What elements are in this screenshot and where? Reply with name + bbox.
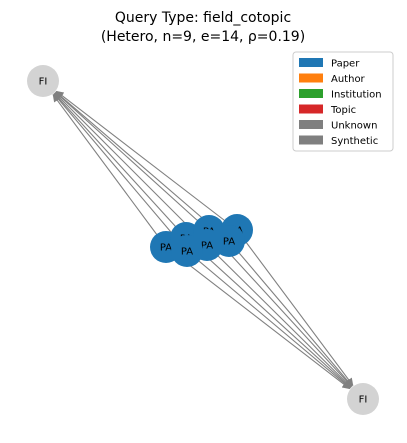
legend-swatch-synthetic [299, 135, 323, 145]
edge-pa1-to-fi_bottom [165, 246, 351, 390]
edge-pa1-to-fi_top [52, 94, 167, 248]
edges-layer [52, 90, 354, 390]
legend-swatch-paper [299, 58, 323, 67]
node-label-fi_top: FI [39, 77, 48, 88]
edge-pa7-to-fi_bottom [186, 250, 351, 389]
node-label-pa6: PA [201, 241, 213, 252]
node-circle-fi_bottom [347, 383, 379, 415]
node-circle-pa7 [171, 235, 203, 267]
legend-label-institution: Institution [331, 90, 382, 101]
node-label-pa5: PA [223, 237, 235, 248]
edge-pa6-to-fi_bottom [206, 244, 352, 388]
legend-swatch-institution [299, 89, 323, 98]
edge-pa2-to-fi_top [53, 92, 187, 239]
figure-title-line1: Query Type: field_cotopic [115, 10, 291, 26]
legend-label-author: Author [331, 74, 366, 85]
node-pa7: PA [171, 235, 203, 267]
nodes-layer: FIFIPAPAPAPAPAPAPA [27, 65, 379, 415]
edge-pa6-to-fi_top [54, 92, 208, 246]
node-label-pa7: PA [181, 247, 193, 258]
legend-label-topic: Topic [330, 105, 356, 116]
edge-pa4-to-fi_bottom [236, 229, 354, 386]
edge-pa7-to-fi_top [53, 93, 188, 252]
edge-pa4-to-fi_top [55, 90, 238, 231]
edge-pa5-to-fi_top [55, 91, 230, 242]
legend-label-synthetic: Synthetic [331, 136, 378, 147]
legend-swatch-author [299, 73, 323, 83]
edge-pa2-to-fi_bottom [185, 237, 351, 389]
edge-pa5-to-fi_bottom [228, 240, 353, 387]
legend-label-paper: Paper [331, 59, 360, 70]
legend-swatch-unknown [299, 120, 323, 129]
figure-title-line2: (Hetero, n=9, e=14, ρ=0.19) [101, 29, 305, 45]
node-label-pa1: PA [160, 243, 172, 254]
node-label-fi_bottom: FI [359, 395, 368, 406]
edge-pa3-to-fi_top [55, 91, 210, 232]
legend-label-unknown: Unknown [331, 121, 377, 132]
node-fi_bottom: FI [347, 383, 379, 415]
legend-swatch-topic [299, 104, 323, 114]
legend: Paper Author Institution Topic Unknown Synthe… [292, 51, 394, 152]
edge-pa3-to-fi_bottom [208, 230, 353, 388]
node-circle-fi_top [27, 65, 59, 97]
node-fi_top: FI [27, 65, 59, 97]
